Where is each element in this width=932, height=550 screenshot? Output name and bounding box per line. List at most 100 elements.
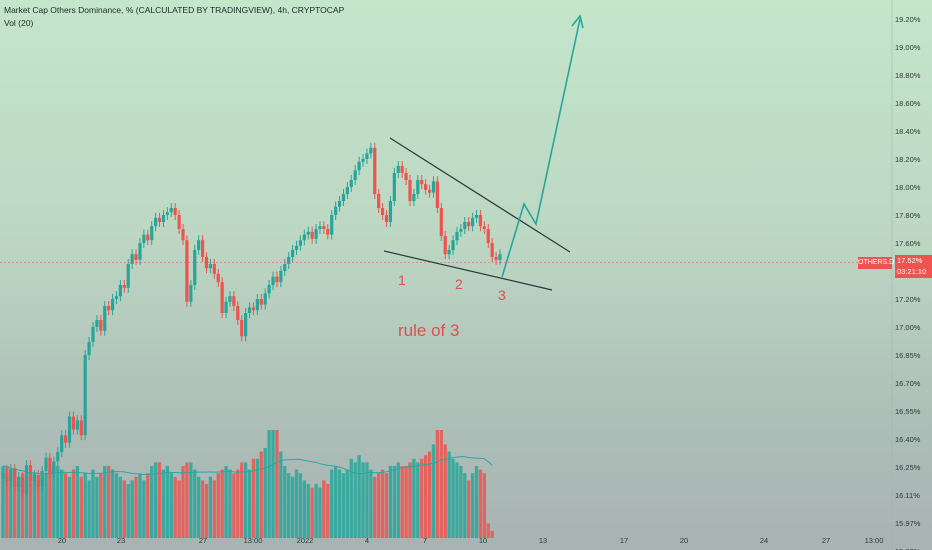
volume-bar (435, 430, 440, 538)
candle-body (290, 250, 295, 257)
candle-body (431, 181, 436, 193)
candle-body (463, 222, 467, 229)
candle-body (498, 254, 502, 260)
volume-bar (396, 462, 400, 538)
candle-body (298, 240, 303, 246)
time-tick-label: 7 (422, 536, 428, 545)
last-price-tag: 17.52% 03:21:10 (895, 255, 932, 278)
candle-body (283, 264, 287, 271)
candle-body (255, 299, 259, 311)
candle-body (263, 293, 267, 305)
candle-body (95, 320, 99, 327)
volume-bar (380, 469, 385, 538)
legend-title: Market Cap Others Dominance, % (CALCULAT… (4, 5, 345, 15)
upper-trendline (389, 137, 571, 253)
volume-bar (251, 458, 256, 538)
candle-body (369, 147, 373, 154)
volume-bar (412, 458, 416, 538)
volume-bar (427, 451, 432, 538)
volume-bar (122, 480, 126, 538)
candle-body (216, 273, 220, 283)
volume-bar (56, 466, 60, 538)
candle-body (490, 243, 494, 257)
candle-body (357, 161, 361, 171)
chart-legend: Market Cap Others Dominance, % (CALCULAT… (4, 4, 344, 30)
candle-body (67, 416, 72, 443)
volume-bar (345, 469, 350, 538)
candle-body (279, 271, 283, 283)
volume-bar (130, 480, 134, 538)
volume-bar (75, 466, 80, 538)
volume-bar (16, 476, 21, 538)
candle-body (318, 226, 322, 229)
candle-body (326, 229, 330, 235)
volume-bar (232, 473, 236, 538)
candle-body (427, 189, 432, 193)
time-tick-label: 20 (57, 536, 67, 545)
candle-body (247, 307, 252, 313)
candle-body (240, 320, 244, 337)
candle-body (64, 435, 68, 443)
candle-body (365, 153, 369, 159)
candle-body (353, 170, 357, 180)
price-tick-label: 18.80% (895, 71, 921, 80)
volume-bar (91, 469, 95, 538)
candle-body (173, 208, 177, 215)
candle-body (224, 301, 228, 313)
candle-body (142, 234, 146, 243)
volume-bar (87, 480, 91, 538)
volume-bar (107, 466, 111, 538)
volume-bar (181, 466, 185, 538)
volume-bar (283, 466, 287, 538)
candle-body (349, 180, 353, 187)
volume-bar (138, 473, 142, 538)
candle-body (56, 452, 60, 462)
candle-body (71, 416, 76, 430)
time-tick-label: 27 (198, 536, 208, 545)
volume-bar (83, 473, 87, 538)
candle-body (134, 254, 138, 260)
volume-bar (451, 458, 455, 538)
candle-body (361, 159, 365, 162)
candle-body (193, 250, 197, 285)
candle-body (60, 435, 64, 453)
candle-body (443, 236, 447, 255)
volume-bar (365, 462, 369, 538)
candle-body (408, 180, 412, 201)
candle-body (478, 215, 483, 227)
volume-bar (142, 480, 146, 538)
volume-bar (157, 462, 162, 538)
candle-body (330, 215, 334, 235)
arrow-head (571, 14, 584, 29)
candle-body (154, 217, 158, 227)
volume-bar (377, 473, 381, 538)
volume-bar (275, 430, 279, 538)
time-tick-label: 23 (116, 536, 126, 545)
legend-indicator: Vol (20) (4, 18, 34, 28)
volume-bar (463, 473, 467, 538)
lower-trendline (383, 250, 553, 291)
volume-bar (439, 430, 443, 538)
volume-bar (467, 480, 471, 538)
volume-bar (185, 462, 189, 538)
rule-of-3-annotation: rule of 3 (398, 321, 460, 340)
candle-body (236, 306, 240, 320)
candle-body (341, 194, 346, 201)
price-tick-label: 17.80% (895, 211, 921, 220)
volume-bar (13, 469, 17, 538)
volume-bar (67, 476, 72, 538)
volume-bar (60, 469, 64, 538)
price-tick-label: 16.85% (895, 351, 921, 360)
candle-body (447, 250, 451, 255)
volume-bar (384, 473, 389, 538)
volume-bar (294, 469, 299, 538)
candle-body (150, 226, 154, 241)
volume-bar (353, 462, 357, 538)
candle-body (334, 206, 338, 215)
wave-label-2: 2 (455, 276, 463, 292)
price-tick-label: 19.20% (895, 15, 921, 24)
volume-bar (52, 466, 56, 538)
candle-body (220, 282, 224, 313)
